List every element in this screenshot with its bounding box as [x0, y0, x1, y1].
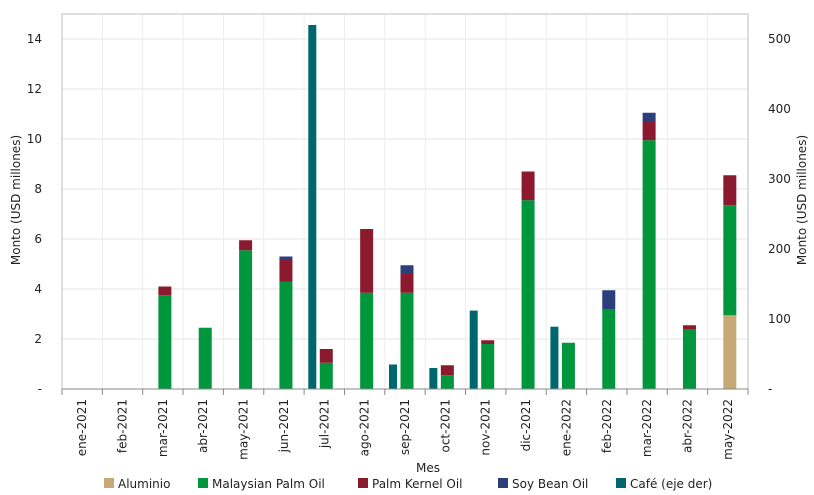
y-tick-label-right: 100 — [768, 312, 791, 326]
legend-label: Aluminio — [118, 477, 170, 491]
legend-swatch — [358, 478, 368, 488]
x-tick-label: oct-2021 — [438, 399, 452, 453]
bar-cafe — [429, 367, 438, 389]
bar-segment — [360, 292, 374, 389]
x-tick-label: sep-2021 — [398, 399, 412, 455]
legend-swatch — [198, 478, 208, 488]
bar-segment — [279, 256, 293, 259]
y-axis-left-title: Monto (USD millones) — [9, 135, 23, 265]
bar-cafe — [308, 24, 317, 389]
y-tick-label-right: 200 — [768, 242, 791, 256]
y-tick-label-right: 300 — [768, 172, 791, 186]
bar-segment — [682, 329, 696, 389]
bar-segment — [521, 200, 535, 389]
bar-segment — [481, 344, 495, 389]
bar-segment — [440, 365, 454, 376]
x-axis-ticks: ene-2021 feb-2021 mar-2021 abr-2021 may-2021… — [61, 389, 749, 460]
bar-segment — [642, 121, 656, 141]
y-tick-label-right: - — [768, 382, 772, 396]
y-tick-label-left: 12 — [27, 82, 42, 96]
x-tick-label: may-2021 — [237, 399, 251, 460]
legend: Aluminio Malaysian Palm Oil Palm Kernel Oi… — [104, 477, 712, 491]
bar-segment — [400, 265, 414, 274]
y-axis-right-title: Monto (USD millones) — [795, 135, 809, 265]
bar-segment — [239, 240, 253, 251]
bar-cafe — [389, 364, 397, 389]
x-tick-label: ene-2021 — [75, 399, 89, 456]
x-tick-label: nov-2021 — [479, 399, 493, 456]
legend-label: Café (eje der) — [630, 477, 712, 491]
bar-segment — [642, 112, 656, 122]
legend-swatch — [616, 478, 626, 488]
bar-segment — [642, 140, 656, 389]
bar-segment — [481, 340, 495, 344]
y-axis-left-ticks: - 2 4 6 8 10 12 14 — [27, 32, 42, 396]
x-tick-label: abr-2022 — [680, 399, 694, 453]
y-tick-label-left: 6 — [34, 232, 42, 246]
y-tick-label-left: 4 — [34, 282, 42, 296]
y-axis-right-ticks: - 100 200 300 400 500 — [768, 32, 791, 396]
x-tick-label: jun-2021 — [277, 399, 291, 453]
x-tick-label: jul-2021 — [317, 399, 331, 449]
bars — [158, 24, 737, 389]
x-tick-label: may-2022 — [721, 399, 735, 460]
y-tick-label-left: 14 — [27, 32, 42, 46]
bar-segment — [198, 327, 212, 389]
bar-cafe — [469, 310, 478, 389]
x-tick-label: dic-2021 — [519, 399, 533, 451]
legend-swatch — [104, 478, 114, 488]
y-tick-label-left: - — [38, 382, 42, 396]
bar-segment — [279, 259, 293, 282]
y-tick-label-right: 500 — [768, 32, 791, 46]
bar-segment — [602, 309, 616, 389]
y-tick-label-right: 400 — [768, 102, 791, 116]
y-tick-label-left: 10 — [27, 132, 42, 146]
x-tick-label: mar-2022 — [640, 399, 654, 457]
bar-segment — [158, 286, 172, 296]
x-tick-label: feb-2021 — [116, 399, 130, 453]
legend-label: Malaysian Palm Oil — [212, 477, 325, 491]
x-tick-label: ago-2021 — [358, 399, 372, 456]
bar-segment — [279, 281, 293, 389]
bar-segment — [400, 274, 414, 293]
bar-segment — [360, 229, 374, 293]
legend-swatch — [498, 478, 508, 488]
bar-segment — [723, 175, 737, 206]
axes — [61, 13, 749, 390]
bar-segment — [319, 349, 333, 363]
bar-cafe — [550, 326, 559, 389]
bar-segment — [602, 290, 616, 309]
bar-segment — [682, 325, 696, 329]
bar-segment — [400, 292, 414, 389]
grid — [62, 14, 748, 389]
bar-segment — [239, 250, 253, 389]
x-tick-label: feb-2022 — [600, 399, 614, 453]
x-tick-label: ene-2022 — [559, 399, 573, 456]
x-axis-title: Mes — [416, 461, 440, 475]
x-tick-label: abr-2021 — [196, 399, 210, 453]
bar-segment — [521, 171, 535, 201]
legend-label: Palm Kernel Oil — [372, 477, 463, 491]
bar-segment — [158, 295, 172, 389]
bar-segment — [440, 375, 454, 389]
bar-segment — [723, 315, 737, 389]
bar-segment — [561, 342, 575, 389]
legend-label: Soy Bean Oil — [512, 477, 588, 491]
y-tick-label-left: 8 — [34, 182, 42, 196]
x-tick-label: mar-2021 — [156, 399, 170, 457]
bar-segment — [319, 362, 333, 389]
bar-segment — [723, 205, 737, 316]
y-tick-label-left: 2 — [34, 332, 42, 346]
